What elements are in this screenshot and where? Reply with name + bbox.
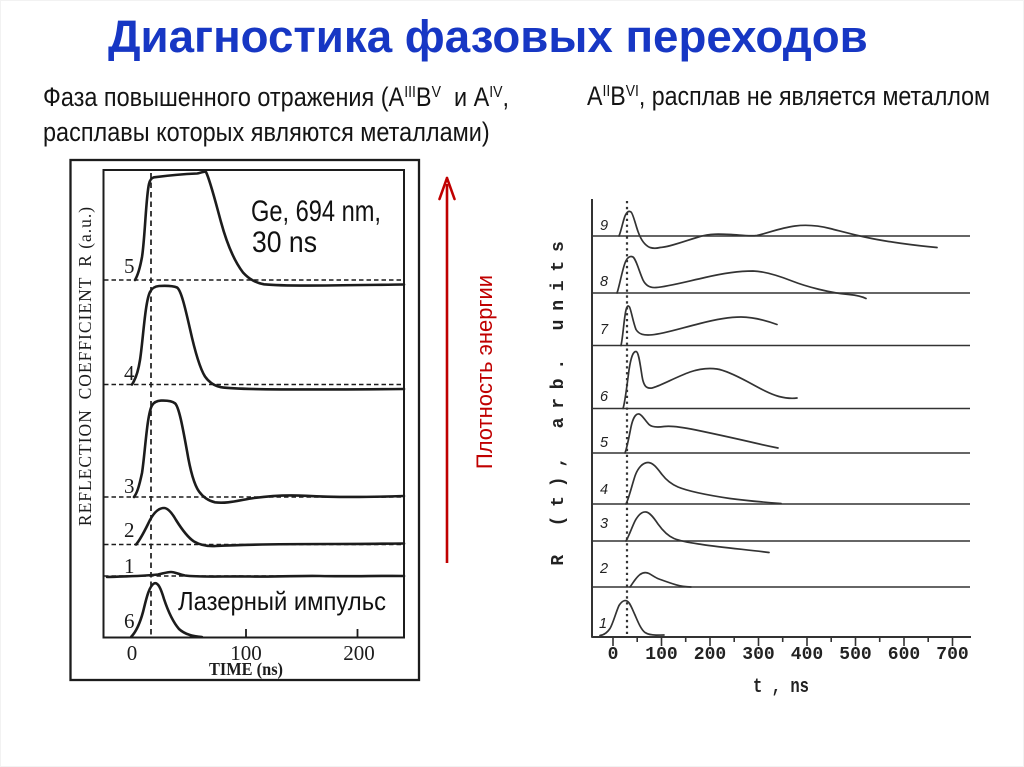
svg-text:1: 1 xyxy=(599,616,607,632)
svg-text:6: 6 xyxy=(124,609,135,633)
svg-text:Ge, 694 nm,: Ge, 694 nm, xyxy=(251,195,381,228)
svg-text:5: 5 xyxy=(600,435,609,451)
svg-text:t , ns: t , ns xyxy=(753,676,809,699)
svg-text:300: 300 xyxy=(742,645,774,665)
svg-text:5: 5 xyxy=(124,254,135,278)
svg-text:8: 8 xyxy=(600,274,608,290)
svg-text:TIME (ns): TIME (ns) xyxy=(209,659,283,680)
svg-text:700: 700 xyxy=(936,645,968,665)
svg-text:Лазерный импульс: Лазерный импульс xyxy=(178,586,386,616)
svg-text:3: 3 xyxy=(600,516,608,532)
svg-text:4: 4 xyxy=(124,361,135,385)
svg-text:R (t), arb. units: R (t), arb. units xyxy=(549,232,569,565)
svg-text:200: 200 xyxy=(343,641,375,665)
svg-text:0: 0 xyxy=(127,641,138,665)
svg-text:600: 600 xyxy=(888,645,920,665)
svg-text:7: 7 xyxy=(600,322,609,338)
svg-text:2: 2 xyxy=(124,518,135,542)
svg-text:30 ns: 30 ns xyxy=(252,226,317,259)
svg-text:REFLECTION COEFFICIENT R (a.u.: REFLECTION COEFFICIENT R (a.u.) xyxy=(75,206,95,526)
svg-text:100: 100 xyxy=(230,641,262,665)
svg-text:1: 1 xyxy=(124,554,135,578)
svg-text:6: 6 xyxy=(600,389,609,405)
svg-text:9: 9 xyxy=(600,218,608,234)
svg-text:100: 100 xyxy=(645,645,677,665)
svg-text:3: 3 xyxy=(124,474,135,498)
svg-text:200: 200 xyxy=(694,645,726,665)
svg-text:4: 4 xyxy=(600,482,608,498)
svg-text:2: 2 xyxy=(599,561,608,577)
svg-text:500: 500 xyxy=(839,645,871,665)
svg-text:400: 400 xyxy=(791,645,823,665)
svg-text:Плотность энергии: Плотность энергии xyxy=(472,275,497,469)
svg-text:0: 0 xyxy=(608,645,619,665)
